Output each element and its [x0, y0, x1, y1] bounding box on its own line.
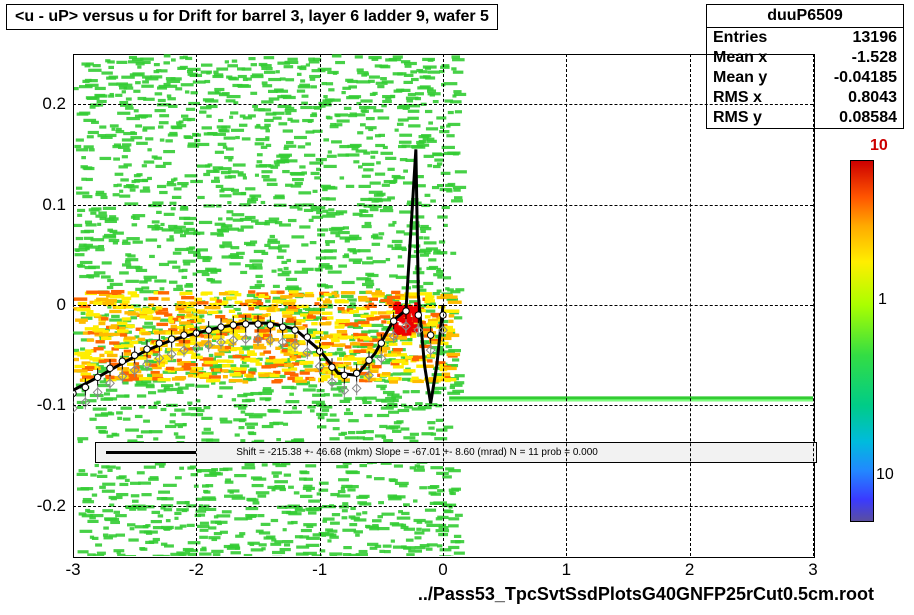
x-tick-label: -1 [312, 560, 327, 580]
x-tick-label: 3 [808, 560, 817, 580]
y-tick-label: 0 [6, 295, 66, 315]
y-tick-label: -0.2 [6, 496, 66, 516]
colorbar-tick-top: 10 [870, 137, 888, 155]
colorbar-tick: 10 [876, 466, 894, 484]
x-tick-label: -2 [189, 560, 204, 580]
colorbar [850, 160, 874, 522]
stats-name: duuP6509 [707, 5, 903, 28]
plot-frame [73, 54, 815, 558]
gridline-v [566, 54, 567, 556]
colorbar-tick: 1 [878, 291, 887, 309]
y-tick-label: -0.1 [6, 395, 66, 415]
gridline-v [813, 54, 814, 556]
stats-row: Entries13196 [707, 28, 903, 48]
gridline-v [196, 54, 197, 556]
gridline-v [73, 54, 74, 556]
gridline-v [443, 54, 444, 556]
legend-line-sample [106, 451, 196, 454]
x-tick-label: 1 [562, 560, 571, 580]
legend-text: Shift = -215.38 +- 46.68 (mkm) Slope = -… [236, 447, 598, 458]
fit-legend: Shift = -215.38 +- 46.68 (mkm) Slope = -… [95, 442, 817, 463]
x-tick-label: 2 [685, 560, 694, 580]
x-tick-label: 0 [438, 560, 447, 580]
x-tick-label: -3 [65, 560, 80, 580]
y-tick-label: 0.2 [6, 94, 66, 114]
x-axis-label: ../Pass53_TpcSvtSsdPlotsG40GNFP25rCut0.5… [418, 584, 874, 605]
y-tick-label: 0.1 [6, 195, 66, 215]
gridline-v [320, 54, 321, 556]
gridline-v [690, 54, 691, 556]
plot-title: <u - uP> versus u for Drift for barrel 3… [6, 4, 498, 30]
